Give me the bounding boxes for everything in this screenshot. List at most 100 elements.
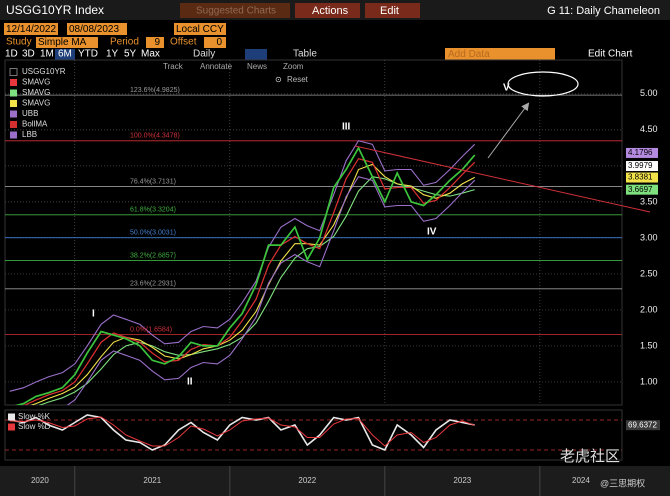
range-button[interactable]: 1M bbox=[40, 49, 54, 60]
offset-label: Offset bbox=[170, 37, 197, 48]
range-button[interactable]: 3D bbox=[22, 49, 35, 60]
tool-button[interactable]: News bbox=[247, 62, 267, 71]
last-value-box bbox=[626, 161, 658, 172]
series-line bbox=[14, 146, 476, 405]
legend-label: UBB bbox=[22, 109, 38, 118]
x-tick-label: 2022 bbox=[298, 476, 316, 485]
legend-swatch bbox=[10, 110, 17, 118]
legend-label: SMAVG bbox=[22, 88, 50, 97]
watermark-handle: @三思期权 bbox=[600, 477, 645, 488]
end-date-input[interactable] bbox=[67, 23, 127, 35]
reset-icon: ⊙ bbox=[275, 75, 282, 84]
legend-swatch bbox=[10, 131, 17, 139]
legend-swatch bbox=[8, 413, 15, 421]
series-line bbox=[23, 158, 476, 405]
offset-input[interactable] bbox=[204, 37, 226, 48]
last-value-box bbox=[626, 172, 658, 183]
range-button[interactable]: YTD bbox=[78, 49, 98, 60]
study: Simple MA bbox=[38, 37, 87, 48]
tool-button[interactable]: Annotate bbox=[200, 62, 233, 71]
series-line bbox=[9, 140, 476, 392]
edit-chart-button[interactable]: Edit Chart bbox=[588, 49, 633, 60]
security: USGG10YR Index bbox=[6, 3, 104, 17]
stoch-panel-frame bbox=[4, 409, 623, 461]
actions-button[interactable] bbox=[295, 3, 360, 18]
add-data-input[interactable] bbox=[445, 48, 555, 60]
y-tick-label: 3.00 bbox=[640, 232, 658, 242]
y-tick-label: 5.00 bbox=[640, 88, 658, 98]
legend-label: LBB bbox=[22, 130, 37, 139]
last-value-label: 3.6697 bbox=[628, 185, 653, 194]
frequency[interactable]: Daily bbox=[193, 49, 215, 60]
study-input[interactable] bbox=[36, 37, 98, 48]
legend-swatch bbox=[10, 89, 17, 97]
range-button[interactable]: 6M bbox=[58, 49, 72, 60]
reset-button[interactable]: Reset bbox=[287, 75, 309, 84]
edit-label: Edit bbox=[380, 5, 399, 17]
tool-button[interactable]: Track bbox=[163, 62, 184, 71]
tool-button[interactable]: Zoom bbox=[283, 62, 304, 71]
last-value-box bbox=[626, 147, 658, 158]
fib-label: 76.4%(3.7131) bbox=[130, 178, 176, 185]
range-button[interactable]: 5Y bbox=[124, 49, 137, 60]
series-line bbox=[66, 176, 476, 405]
suggested-label: Suggested Charts bbox=[196, 6, 276, 17]
y-tick-label: 2.00 bbox=[640, 304, 658, 314]
legend-label: SMAVG bbox=[22, 78, 50, 87]
trend-line bbox=[354, 145, 651, 213]
fib-label: 100.0%(4.3478) bbox=[130, 133, 180, 140]
series-line bbox=[9, 416, 475, 447]
series-line bbox=[30, 163, 475, 405]
wave-label: II bbox=[187, 377, 193, 388]
offset: 0 bbox=[216, 37, 222, 48]
x-tick-label: 2020 bbox=[31, 476, 49, 485]
function-name: G 11: Daily Chameleon bbox=[547, 5, 660, 17]
suggested-button[interactable] bbox=[180, 3, 290, 18]
legend-label: USGG10YR bbox=[22, 67, 66, 76]
period: 9 bbox=[154, 37, 160, 48]
fib-label: 38.2%(2.6857) bbox=[130, 252, 176, 259]
legend-swatch bbox=[10, 121, 17, 128]
end-date: 08/08/2023 bbox=[69, 24, 119, 35]
start-date: 12/14/2022 bbox=[6, 24, 56, 35]
x-axis-strip bbox=[0, 466, 670, 496]
main-panel-frame bbox=[4, 59, 623, 406]
legend-label: Slow %D bbox=[18, 422, 51, 431]
y-tick-label: 2.50 bbox=[640, 268, 658, 278]
fib-label: 123.6%(4.9825) bbox=[130, 87, 180, 94]
period-label: Period bbox=[110, 37, 139, 48]
x-tick-label: 2024 bbox=[572, 476, 590, 485]
projection-arrow bbox=[487, 102, 530, 159]
target-ellipse bbox=[507, 71, 579, 97]
fib-label: 0.0%(1.6584) bbox=[130, 326, 172, 333]
add-data: Add Data bbox=[448, 49, 490, 60]
y-tick-label: 4.50 bbox=[640, 124, 658, 134]
legend-label: SMAVG bbox=[22, 99, 50, 108]
legend-label: BollMA bbox=[22, 120, 48, 129]
last-value-label: 69.6372 bbox=[628, 420, 657, 429]
legend-swatch bbox=[8, 423, 15, 431]
range-button[interactable]: Max bbox=[141, 49, 160, 60]
y-tick-label: 1.00 bbox=[640, 376, 658, 386]
y-tick-label: 1.50 bbox=[640, 340, 658, 350]
study-label: Study bbox=[6, 37, 32, 48]
x-tick-label: 2021 bbox=[143, 476, 161, 485]
last-value-label: 3.9979 bbox=[628, 161, 653, 170]
currency-input[interactable] bbox=[174, 23, 226, 35]
wave-label: I bbox=[92, 309, 95, 320]
period-input[interactable] bbox=[146, 37, 164, 48]
range-active bbox=[55, 49, 75, 60]
wave-label: IV bbox=[427, 227, 437, 238]
range-button[interactable]: 1Y bbox=[106, 49, 119, 60]
last-value-box bbox=[626, 184, 658, 195]
start-date-input[interactable] bbox=[4, 23, 58, 35]
range-button[interactable]: 1D bbox=[5, 49, 18, 60]
edit-button[interactable] bbox=[365, 3, 420, 18]
fib-label: 50.0%(3.0031) bbox=[130, 230, 176, 237]
table-button[interactable]: Table bbox=[293, 49, 317, 60]
chart-type-button[interactable] bbox=[245, 49, 267, 60]
wave-label: III bbox=[342, 122, 351, 133]
last-value-label: 4.1796 bbox=[628, 148, 653, 157]
